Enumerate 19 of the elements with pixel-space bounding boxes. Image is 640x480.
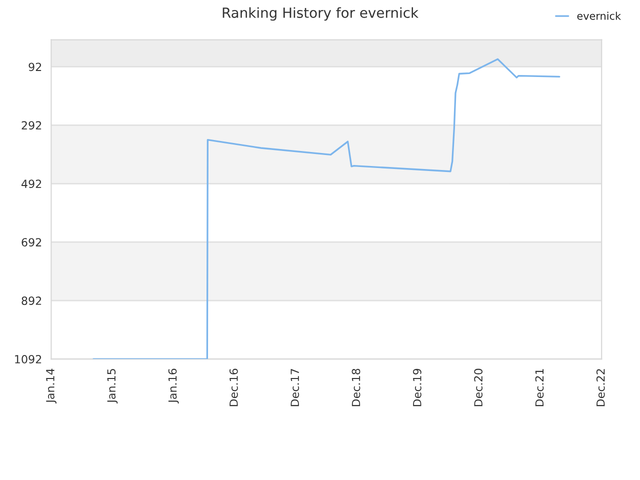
legend-label: evernick: [577, 12, 621, 20]
x-tick-label: Jan.15: [107, 369, 118, 404]
y-tick-label: 92: [28, 62, 42, 72]
y-tick-label: 892: [22, 296, 42, 305]
line-series: [92, 58, 560, 360]
x-tick-label: Dec.21: [535, 369, 544, 406]
x-tick-label: Dec.22: [596, 369, 605, 406]
y-tick-label: 1092: [15, 355, 42, 364]
x-tick-label: Dec.20: [474, 368, 483, 406]
x-tick-label: Jan.16: [168, 368, 179, 404]
y-tick-label: 492: [22, 180, 42, 188]
x-tick-label: Jan.14: [46, 368, 56, 404]
y-tick-label: 692: [22, 238, 42, 246]
x-tick-label: Dec.17: [290, 369, 300, 406]
chart-title: Ranking History for evernick: [222, 7, 418, 21]
x-tick-label: Dec.16: [229, 368, 238, 406]
x-tick-label: Dec.19: [412, 368, 422, 406]
y-tick-label: 292: [22, 121, 42, 130]
x-tick-label: Dec.18: [352, 368, 360, 406]
